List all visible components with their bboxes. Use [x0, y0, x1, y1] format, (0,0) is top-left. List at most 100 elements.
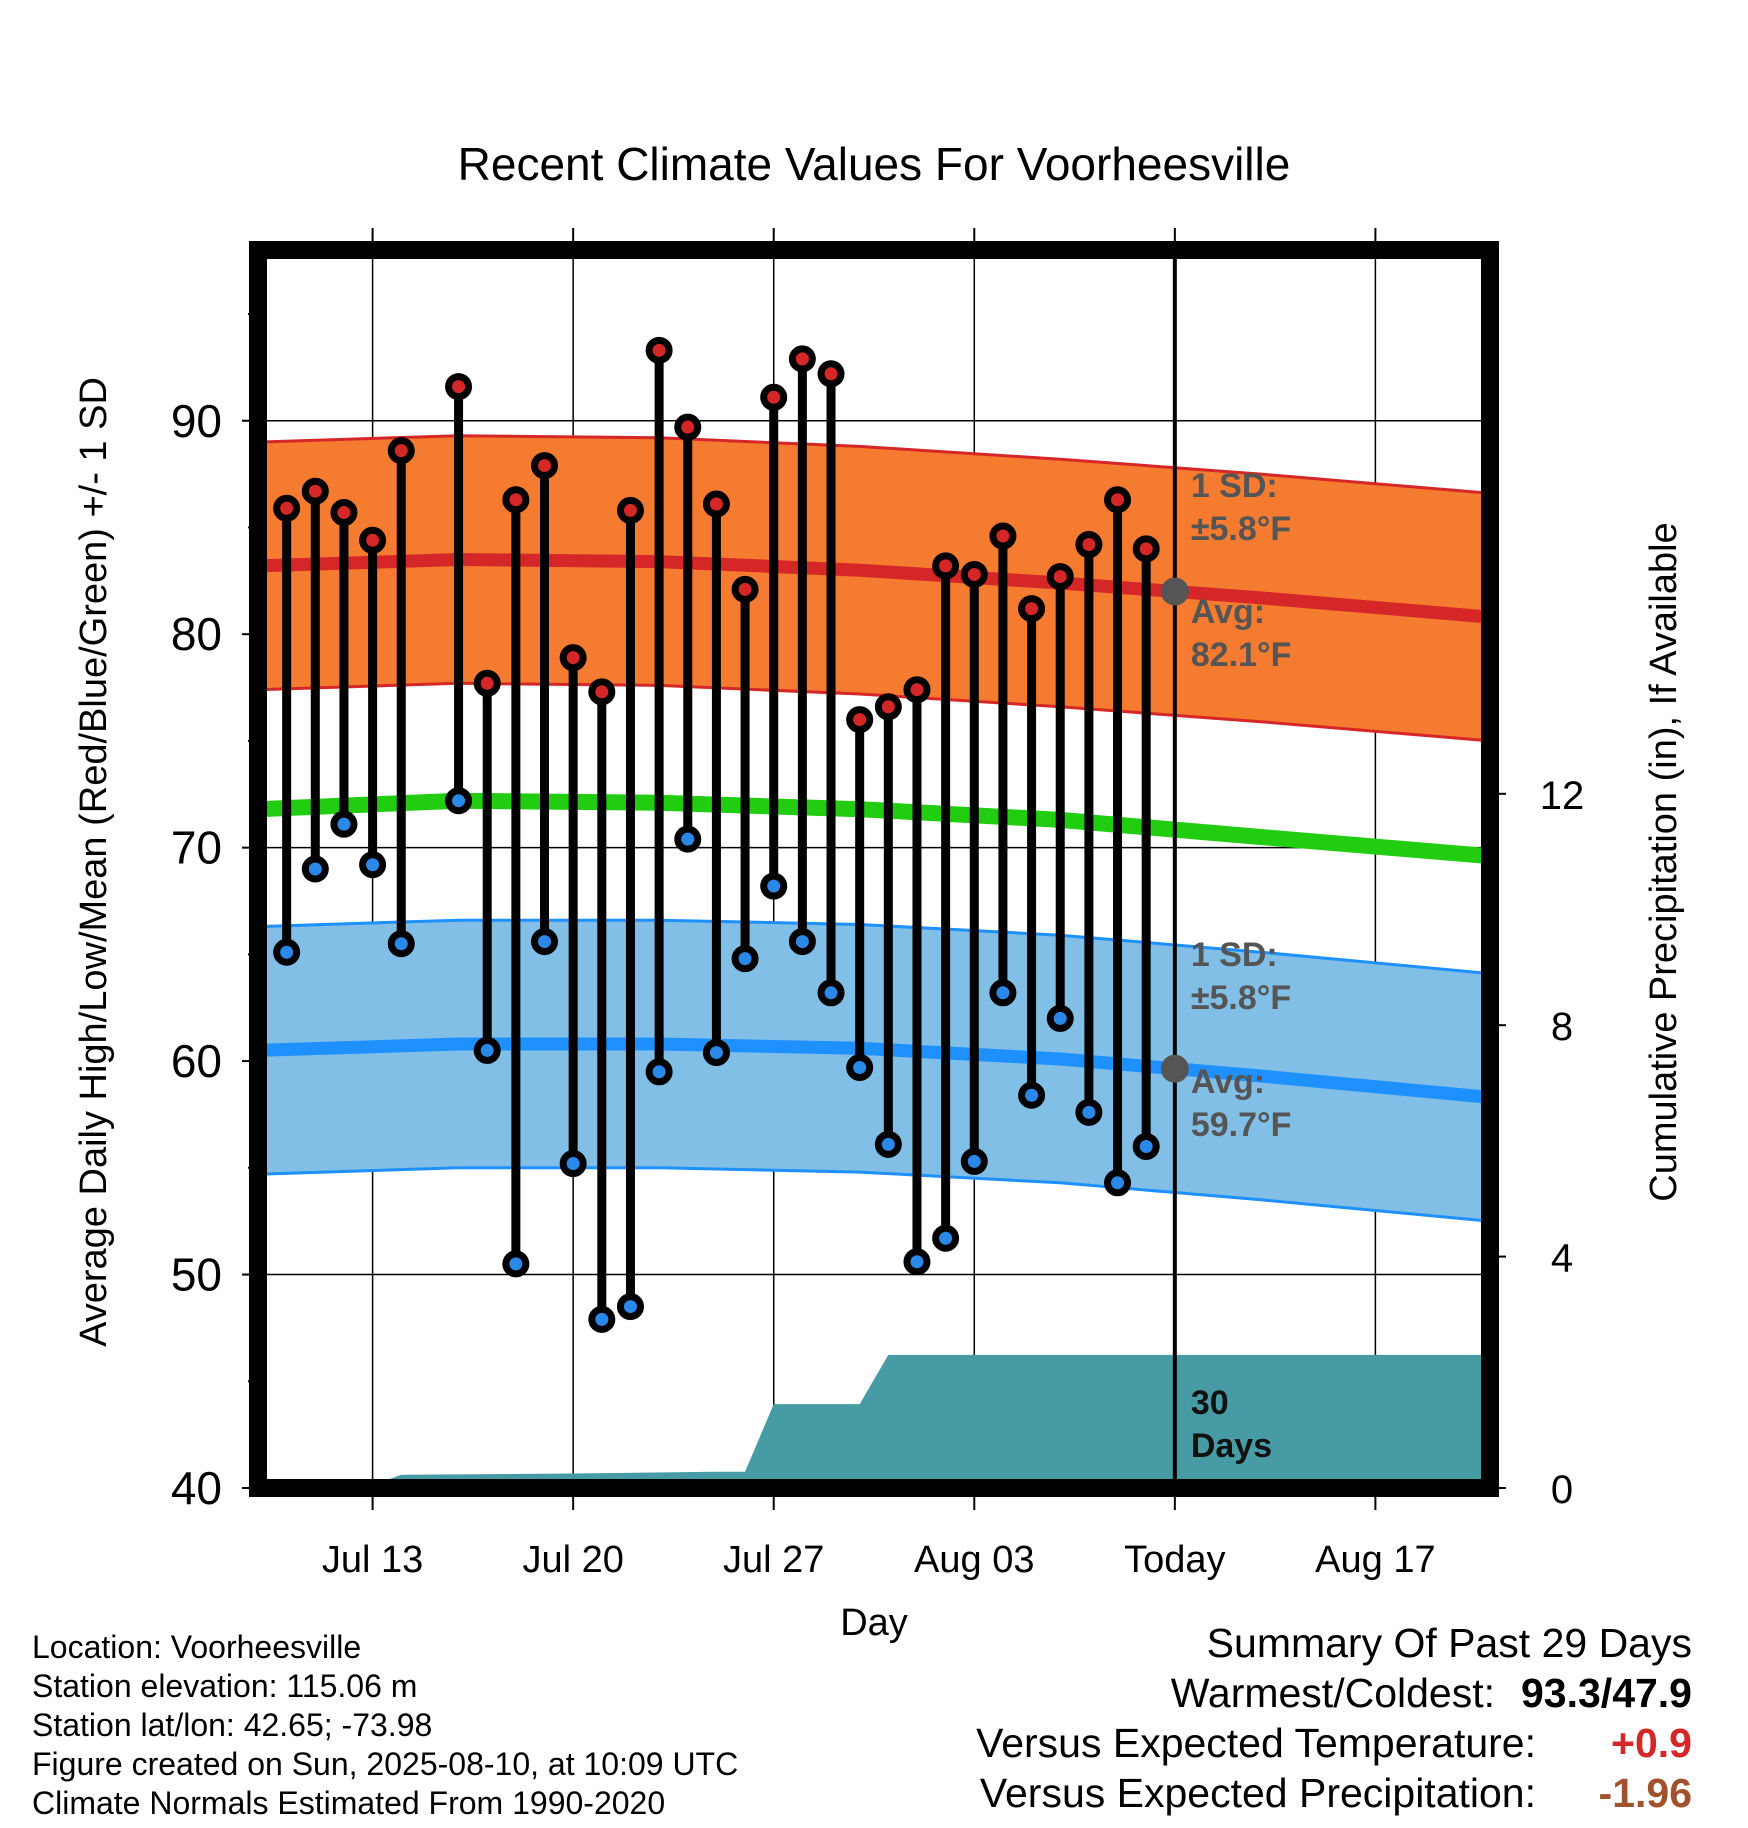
daily-high-point: [846, 706, 874, 734]
temp-label: Versus Expected Temperature:: [976, 1720, 1536, 1766]
daily-low-point: [645, 1058, 673, 1086]
daily-low-point: [702, 1039, 730, 1067]
y2-tick-label: 12: [1540, 774, 1585, 818]
daily-low-point: [559, 1150, 587, 1178]
daily-low-point: [273, 938, 301, 966]
daily-low-point: [1132, 1132, 1160, 1160]
daily-high-point: [731, 575, 759, 603]
daily-low-point: [473, 1036, 501, 1064]
temp-row: Versus Expected Temperature: +0.9: [932, 1718, 1692, 1768]
location-text: Location: Voorheesville: [32, 1629, 362, 1665]
x-tick-label: Aug 17: [1315, 1539, 1435, 1581]
precipitation-area: [258, 1354, 1490, 1488]
x-tick-label: Jul 20: [522, 1539, 623, 1581]
low-sd-band: [258, 920, 1490, 1222]
precip-days-label: Days: [1191, 1427, 1272, 1465]
daily-low-point: [330, 810, 358, 838]
precip-label: Versus Expected Precipitation:: [979, 1770, 1536, 1816]
summary-panel: Summary Of Past 29 Days Warmest/Coldest:…: [932, 1618, 1692, 1818]
elevation-text: Station elevation: 115.06 m: [32, 1668, 418, 1704]
daily-high-point: [1018, 595, 1046, 623]
daily-high-point: [1075, 531, 1103, 559]
daily-high-point: [387, 437, 415, 465]
daily-low-point: [760, 872, 788, 900]
daily-high-point: [989, 522, 1017, 550]
station-info: Location: Voorheesville Station elevatio…: [32, 1628, 738, 1823]
daily-high-point: [932, 552, 960, 580]
low-sd-band-lower-edge: [257, 1166, 1491, 1223]
daily-high-point: [531, 452, 559, 480]
daily-low-point: [674, 825, 702, 853]
daily-high-point: [273, 494, 301, 522]
daily-low-point: [846, 1054, 874, 1082]
daily-low-point: [960, 1147, 988, 1175]
low-avg-value: 59.7°F: [1191, 1106, 1292, 1144]
y-tick-label: 70: [171, 822, 222, 874]
y2-tick-label: 0: [1551, 1468, 1573, 1512]
warm-cold-label: Warmest/Coldest:: [1170, 1670, 1495, 1716]
high-sd-label: 1 SD:: [1191, 467, 1278, 505]
y-tick-label: 40: [171, 1462, 222, 1514]
x-axis-label: Day: [840, 1602, 908, 1644]
y2-tick-label: 8: [1551, 1005, 1573, 1049]
latlon-text: Station lat/lon: 42.65; -73.98: [32, 1707, 433, 1743]
daily-low-point: [817, 979, 845, 1007]
daily-low-point: [502, 1250, 530, 1278]
chart-title: Recent Climate Values For Voorheesville: [458, 138, 1291, 190]
daily-low-point: [445, 787, 473, 815]
daily-high-point: [1132, 535, 1160, 563]
x-tick-label: Jul 13: [322, 1539, 423, 1581]
daily-high-point: [960, 560, 988, 588]
high-avg-value: 82.1°F: [1191, 636, 1292, 674]
low-avg-label: Avg:: [1191, 1063, 1265, 1101]
warm-cold-row: Warmest/Coldest: 93.3/47.9: [932, 1668, 1692, 1718]
summary-title: Summary Of Past 29 Days: [1206, 1620, 1692, 1666]
daily-low-point: [616, 1293, 644, 1321]
daily-low-point: [874, 1130, 902, 1158]
daily-high-point: [616, 496, 644, 524]
y-tick-label: 60: [171, 1035, 222, 1087]
daily-low-point: [932, 1224, 960, 1252]
precip-row: Versus Expected Precipitation: -1.96: [932, 1768, 1692, 1818]
y2-tick-label: 4: [1551, 1237, 1573, 1281]
low-sd-label: 1 SD:: [1191, 936, 1278, 974]
daily-low-point: [731, 945, 759, 973]
y-tick-label: 50: [171, 1249, 222, 1301]
daily-high-point: [588, 678, 616, 706]
y-tick-label: 90: [171, 395, 222, 447]
low-sd-value: ±5.8°F: [1191, 979, 1291, 1017]
daily-high-point: [903, 676, 931, 704]
daily-high-point: [674, 413, 702, 441]
daily-low-point: [1075, 1098, 1103, 1126]
daily-high-point: [473, 669, 501, 697]
daily-low-point: [1104, 1169, 1132, 1197]
precip-days-number: 30: [1191, 1384, 1229, 1422]
daily-high-point: [817, 360, 845, 388]
y-tick-label: 80: [171, 608, 222, 660]
daily-high-point: [874, 693, 902, 721]
y-axis-label: Average Daily High/Low/Mean (Red/Blue/Gr…: [73, 377, 115, 1347]
high-sd-value: ±5.8°F: [1191, 510, 1291, 548]
high-avg-label: Avg:: [1191, 593, 1265, 631]
daily-low-point: [903, 1248, 931, 1276]
plot-frame: [249, 241, 1499, 1497]
daily-high-point: [1104, 486, 1132, 514]
daily-high-point: [645, 336, 673, 364]
y2-axis-label: Cumulative Precipitation (in), If Availa…: [1643, 522, 1685, 1201]
daily-high-point: [502, 486, 530, 514]
today-high-avg-dot: [1160, 577, 1189, 606]
daily-low-point: [1046, 1004, 1074, 1032]
daily-low-point: [359, 851, 387, 879]
daily-high-point: [445, 373, 473, 401]
daily-low-point: [387, 930, 415, 958]
today-low-avg-dot: [1160, 1054, 1189, 1083]
warm-cold-value: 93.3/47.9: [1521, 1670, 1692, 1716]
normals-text: Climate Normals Estimated From 1990-2020: [32, 1785, 666, 1821]
daily-high-point: [359, 526, 387, 554]
daily-high-point: [1046, 563, 1074, 591]
precip-value: -1.96: [1598, 1770, 1692, 1816]
daily-low-point: [1018, 1081, 1046, 1109]
daily-high-point: [301, 477, 329, 505]
daily-low-point: [788, 928, 816, 956]
